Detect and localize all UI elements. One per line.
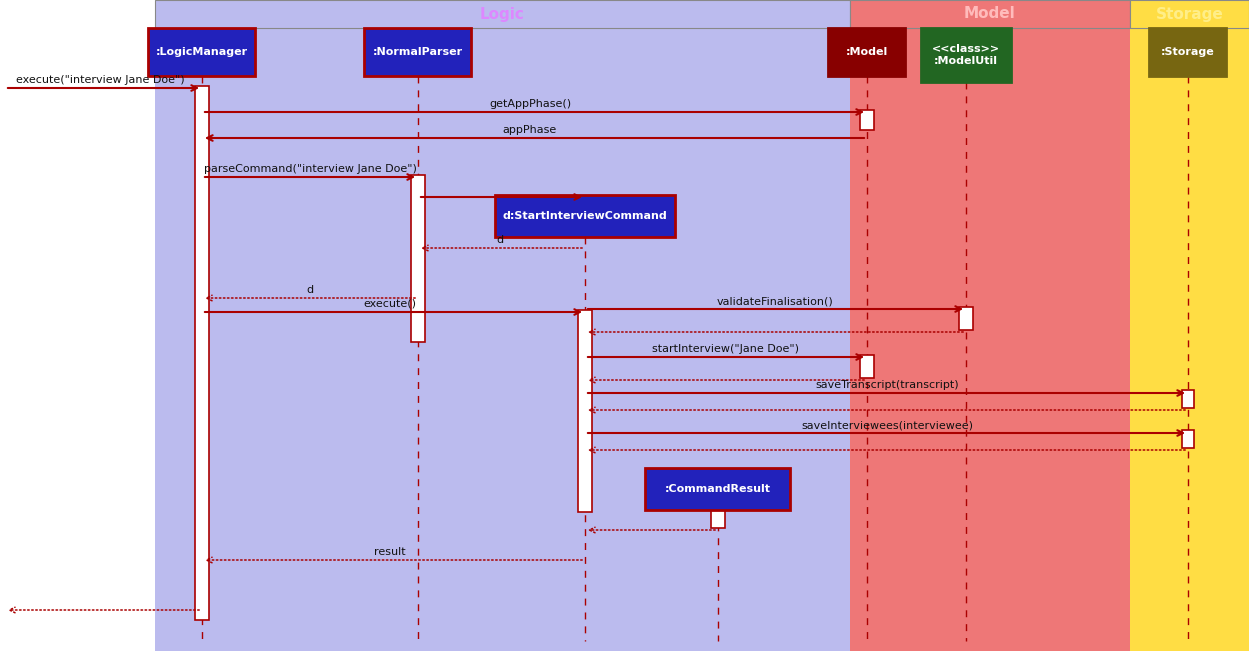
Bar <box>1130 0 1249 28</box>
Bar <box>851 0 1130 651</box>
Bar <box>861 355 874 378</box>
Bar <box>861 110 874 130</box>
Text: :NormalParser: :NormalParser <box>373 47 463 57</box>
Bar <box>155 0 851 651</box>
Bar <box>155 0 851 28</box>
Text: :CommandResult: :CommandResult <box>664 484 771 494</box>
Text: Storage: Storage <box>1155 7 1223 21</box>
Bar <box>411 175 425 342</box>
Bar <box>149 28 256 76</box>
Bar <box>1182 390 1194 408</box>
Text: d: d <box>306 285 313 295</box>
Text: :Model: :Model <box>846 47 888 57</box>
Text: d:StartInterviewCommand: d:StartInterviewCommand <box>502 211 667 221</box>
Bar <box>959 307 973 330</box>
Text: saveTranscript(transcript): saveTranscript(transcript) <box>816 380 959 390</box>
Text: <<class>>
:ModelUtil: <<class>> :ModelUtil <box>932 44 1000 66</box>
Bar <box>711 510 724 528</box>
Text: parseCommand("interview Jane Doe"): parseCommand("interview Jane Doe") <box>204 164 416 174</box>
Bar <box>1149 28 1227 76</box>
Bar <box>921 28 1010 82</box>
Text: execute("interview Jane Doe"): execute("interview Jane Doe") <box>16 75 185 85</box>
Text: appPhase: appPhase <box>503 125 557 135</box>
Text: saveInterviewees(interviewee): saveInterviewees(interviewee) <box>801 420 973 430</box>
Text: :LogicManager: :LogicManager <box>156 47 249 57</box>
Text: validateFinalisation(): validateFinalisation() <box>717 296 833 306</box>
Text: execute(): execute() <box>363 299 416 309</box>
Text: Logic: Logic <box>480 7 525 21</box>
Bar <box>495 195 674 237</box>
Bar <box>828 28 906 76</box>
Bar <box>578 310 592 512</box>
Text: Model: Model <box>964 7 1015 21</box>
Text: :Storage: :Storage <box>1162 47 1215 57</box>
Text: result: result <box>375 547 406 557</box>
Bar <box>646 468 791 510</box>
Text: d: d <box>496 235 503 245</box>
Bar <box>1130 0 1249 651</box>
Text: startInterview("Jane Doe"): startInterview("Jane Doe") <box>652 344 799 354</box>
Bar <box>365 28 472 76</box>
Bar <box>851 0 1130 28</box>
Bar <box>1182 430 1194 448</box>
Bar <box>195 86 209 620</box>
Text: getAppPhase(): getAppPhase() <box>488 99 571 109</box>
